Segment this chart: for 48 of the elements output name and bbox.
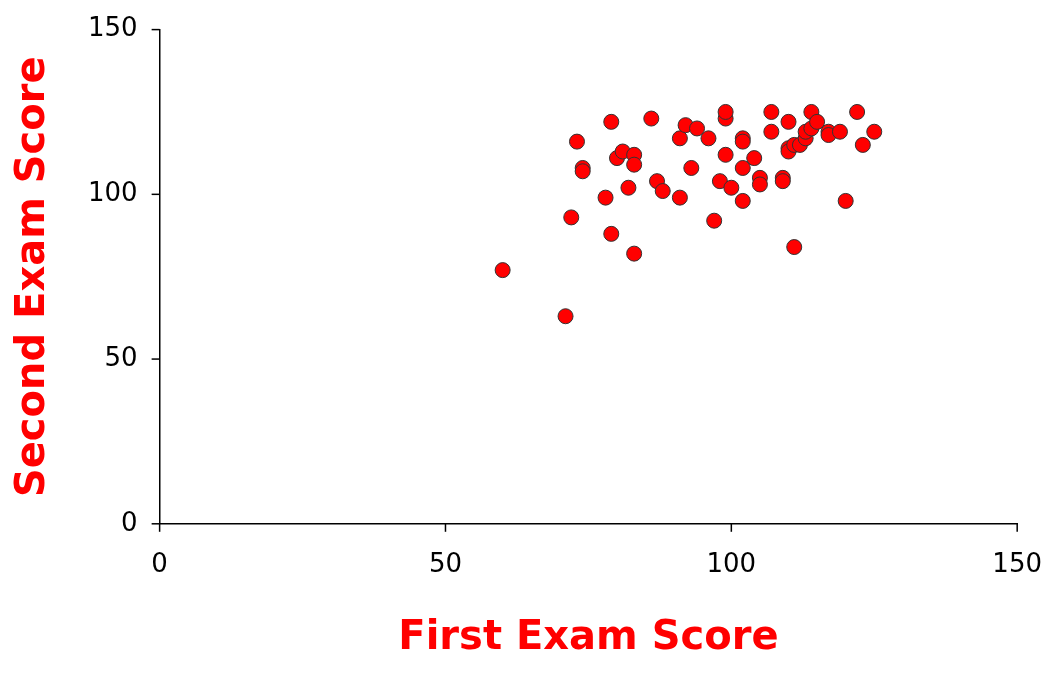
point (774, 173, 791, 190)
point (574, 163, 591, 180)
x-axis-title: First Exam Score (398, 612, 779, 659)
point (717, 103, 734, 120)
point (717, 146, 734, 163)
point (683, 159, 700, 176)
point (746, 150, 763, 167)
point (706, 212, 723, 229)
point (494, 262, 511, 279)
point (786, 239, 803, 256)
point (626, 245, 643, 262)
point (763, 123, 780, 140)
point (734, 192, 751, 209)
y-tick-label: 150 (87, 12, 138, 43)
point (854, 136, 871, 153)
point (603, 225, 620, 242)
point (568, 133, 585, 150)
point (751, 176, 768, 193)
x-tick-label: 100 (706, 548, 757, 579)
point (643, 110, 660, 127)
point (689, 120, 706, 137)
point (837, 192, 854, 209)
x-tick-label: 0 (151, 548, 168, 579)
point (780, 113, 797, 130)
point (723, 179, 740, 196)
y-tick-label: 0 (121, 506, 138, 537)
y-tick-label: 50 (104, 341, 138, 372)
x-tick-label: 150 (992, 548, 1043, 579)
point (620, 179, 637, 196)
y-tick-label: 100 (87, 177, 138, 208)
point (849, 103, 866, 120)
point (654, 183, 671, 200)
point (700, 130, 717, 147)
point (809, 113, 826, 130)
point (763, 103, 780, 120)
point (831, 123, 848, 140)
point (626, 156, 643, 173)
point (671, 189, 688, 206)
point (597, 189, 614, 206)
point (563, 209, 580, 226)
point (734, 159, 751, 176)
point (866, 123, 883, 140)
point (671, 130, 688, 147)
point (557, 308, 574, 325)
y-axis-title: Second Exam Score (7, 56, 54, 498)
x-tick-label: 50 (428, 548, 463, 579)
point (603, 113, 620, 130)
point (711, 173, 728, 190)
